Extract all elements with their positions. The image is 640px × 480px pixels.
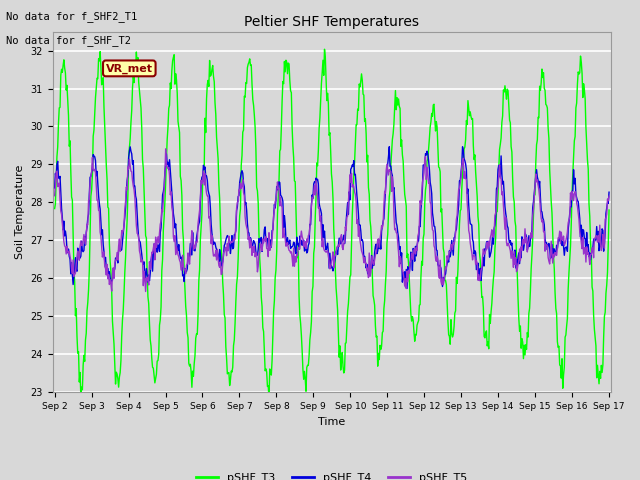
- pSHF_T5: [142, 288, 150, 294]
- pSHF_T4: [118, 247, 125, 252]
- pSHF_T5: [61, 243, 68, 249]
- pSHF_T4: [174, 248, 182, 253]
- pSHF_T5: [205, 215, 212, 221]
- pSHF_T5: [417, 202, 425, 208]
- pSHF_T3: [51, 206, 58, 212]
- pSHF_T5: [605, 193, 613, 199]
- Text: No data for f_SHF2_T1: No data for f_SHF2_T1: [6, 11, 138, 22]
- pSHF_T4: [204, 177, 211, 183]
- pSHF_T5: [176, 257, 184, 263]
- pSHF_T3: [401, 192, 408, 197]
- Text: No data for f_SHF_T2: No data for f_SHF_T2: [6, 35, 131, 46]
- Y-axis label: Soil Temperature: Soil Temperature: [15, 165, 25, 259]
- pSHF_T4: [400, 277, 408, 283]
- Line: pSHF_T5: pSHF_T5: [54, 149, 609, 291]
- Line: pSHF_T4: pSHF_T4: [54, 147, 609, 288]
- pSHF_T5: [51, 193, 58, 199]
- X-axis label: Time: Time: [318, 417, 346, 427]
- pSHF_T5: [401, 283, 408, 289]
- pSHF_T4: [417, 206, 425, 212]
- Title: Peltier SHF Temperatures: Peltier SHF Temperatures: [244, 15, 419, 29]
- pSHF_T5: [118, 228, 125, 233]
- pSHF_T3: [174, 119, 182, 124]
- pSHF_T4: [61, 233, 68, 239]
- Text: VR_met: VR_met: [106, 63, 153, 73]
- pSHF_T5: [162, 146, 170, 152]
- pSHF_T3: [61, 65, 68, 71]
- pSHF_T3: [265, 395, 273, 401]
- pSHF_T3: [605, 207, 613, 213]
- pSHF_T4: [403, 286, 411, 291]
- Line: pSHF_T3: pSHF_T3: [54, 49, 609, 398]
- pSHF_T3: [417, 275, 425, 280]
- pSHF_T4: [605, 189, 613, 195]
- pSHF_T3: [321, 47, 328, 52]
- Legend: pSHF_T3, pSHF_T4, pSHF_T5: pSHF_T3, pSHF_T4, pSHF_T5: [191, 468, 472, 480]
- pSHF_T4: [51, 185, 58, 191]
- pSHF_T3: [204, 82, 211, 87]
- pSHF_T4: [385, 144, 393, 150]
- pSHF_T3: [118, 333, 125, 339]
